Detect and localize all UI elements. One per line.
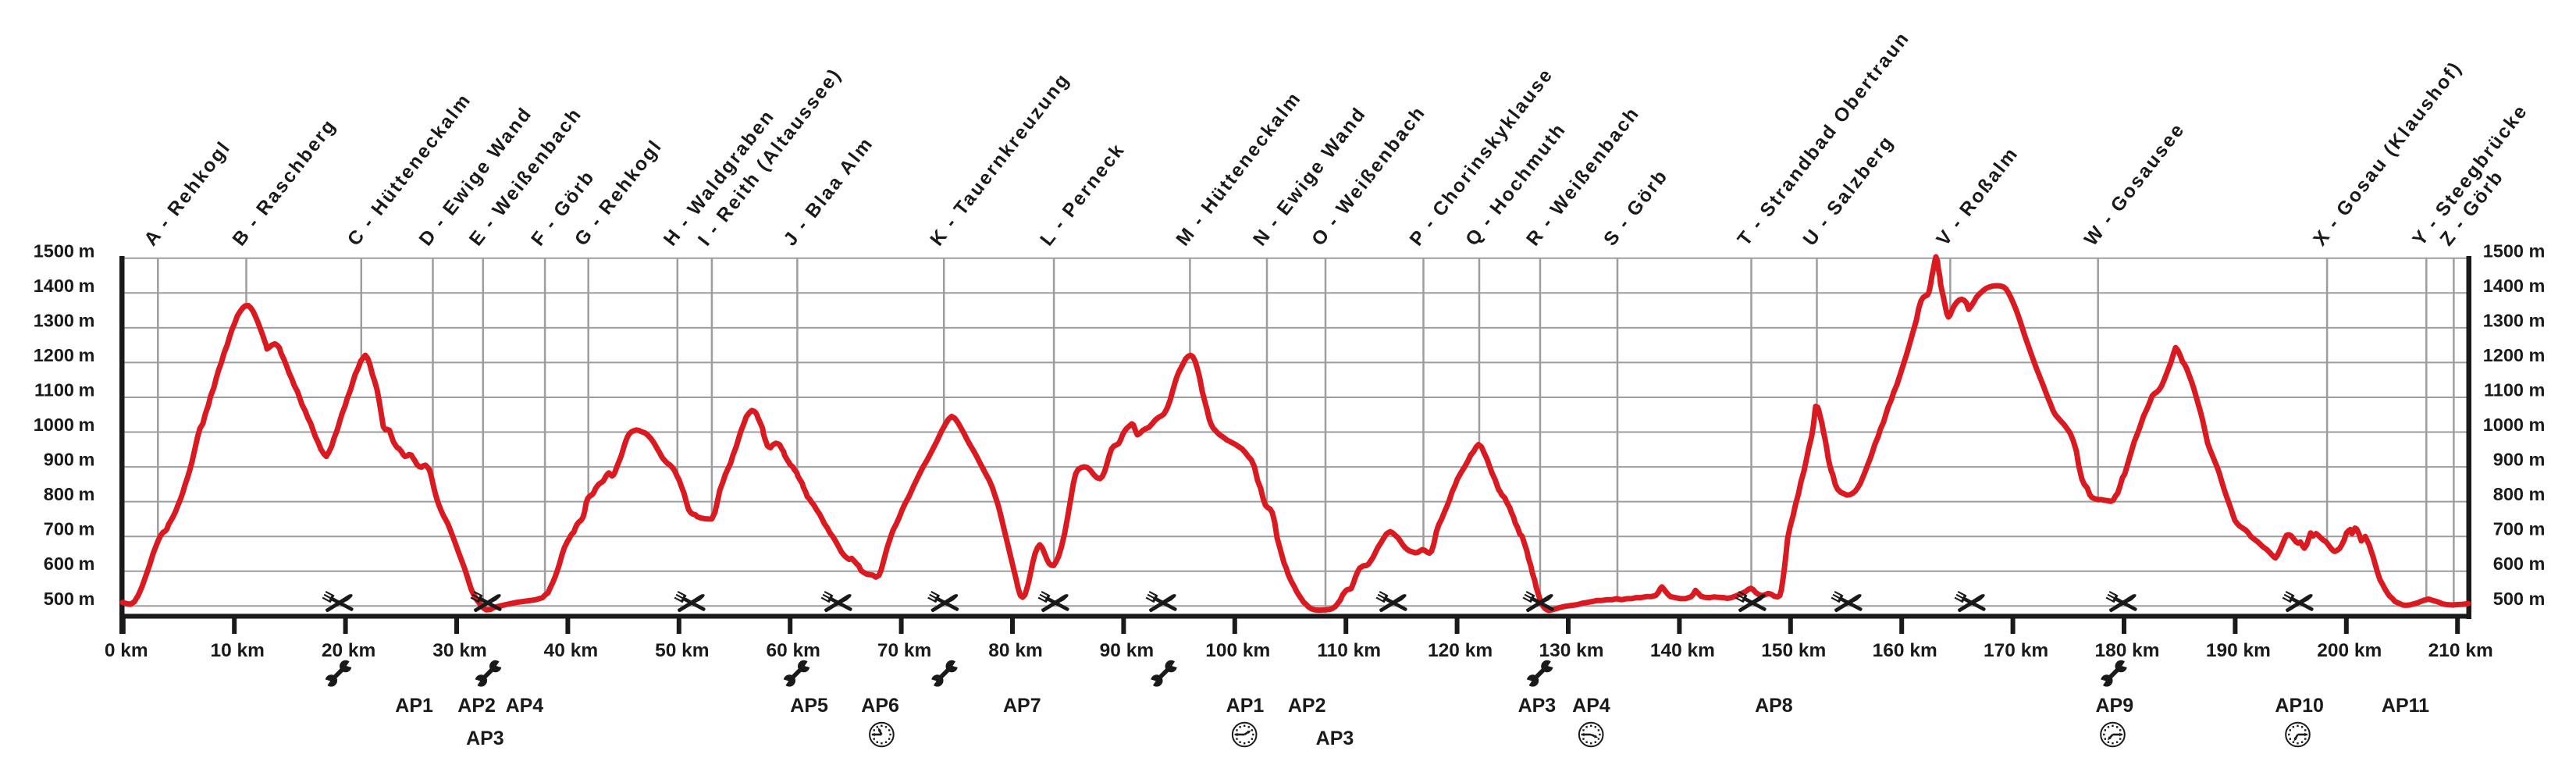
svg-text:m: m [2529, 380, 2546, 400]
svg-text:700: 700 [44, 519, 74, 539]
svg-text:M - Hütteneckalm: M - Hütteneckalm [1172, 87, 1306, 250]
svg-text:10 km: 10 km [210, 640, 264, 661]
svg-text:1300: 1300 [34, 310, 74, 330]
svg-text:150 km: 150 km [1761, 640, 1826, 661]
svg-text:50 km: 50 km [655, 640, 709, 661]
svg-text:210 km: 210 km [2428, 640, 2493, 661]
svg-text:m: m [79, 484, 95, 504]
svg-text:m: m [79, 345, 95, 365]
svg-text:800: 800 [2493, 484, 2524, 504]
svg-text:AP1: AP1 [1226, 695, 1265, 717]
svg-text:1400: 1400 [34, 276, 74, 296]
svg-text:m: m [79, 276, 95, 296]
svg-text:500: 500 [2493, 589, 2524, 609]
svg-text:900: 900 [2493, 450, 2524, 470]
svg-text:m: m [2529, 589, 2546, 609]
svg-text:800: 800 [44, 484, 74, 504]
svg-text:m: m [2529, 276, 2546, 296]
svg-text:m: m [2529, 484, 2546, 504]
svg-text:m: m [79, 553, 95, 574]
svg-text:700: 700 [2493, 519, 2524, 539]
svg-text:m: m [2529, 553, 2546, 574]
svg-text:Y - Steegbrücke: Y - Steegbrücke [2409, 100, 2532, 250]
svg-text:W - Gosausee: W - Gosausee [2080, 119, 2189, 250]
svg-text:V - Roßalm: V - Roßalm [1933, 143, 2023, 250]
svg-text:AP2: AP2 [457, 695, 496, 717]
svg-text:600: 600 [2493, 553, 2524, 574]
svg-text:900: 900 [44, 450, 74, 470]
svg-text:AP10: AP10 [2275, 695, 2324, 717]
svg-text:m: m [2529, 415, 2546, 435]
svg-text:m: m [2529, 450, 2546, 470]
svg-text:B - Raschberg: B - Raschberg [229, 115, 341, 250]
svg-text:C - Hütteneckalm: C - Hütteneckalm [343, 89, 475, 250]
svg-text:AP6: AP6 [861, 695, 899, 717]
svg-text:20 km: 20 km [322, 640, 375, 661]
svg-text:AP4: AP4 [506, 695, 544, 717]
svg-text:O - Weißenbach: O - Weißenbach [1308, 101, 1430, 250]
svg-text:0 km: 0 km [105, 640, 148, 661]
svg-text:180 km: 180 km [2094, 640, 2159, 661]
svg-text:110 km: 110 km [1317, 640, 1381, 661]
svg-text:AP8: AP8 [1755, 695, 1793, 717]
svg-text:160 km: 160 km [1873, 640, 1937, 661]
svg-text:AP11: AP11 [2382, 695, 2429, 717]
svg-text:m: m [79, 415, 95, 435]
svg-text:1000: 1000 [34, 415, 74, 435]
svg-text:m: m [2529, 345, 2546, 365]
svg-text:40 km: 40 km [544, 640, 598, 661]
svg-text:AP1: AP1 [395, 695, 433, 717]
svg-text:1200: 1200 [2483, 345, 2524, 365]
svg-text:600: 600 [44, 553, 74, 574]
svg-text:m: m [79, 450, 95, 470]
svg-text:AP3: AP3 [466, 728, 504, 749]
svg-text:70 km: 70 km [877, 640, 931, 661]
svg-text:190 km: 190 km [2206, 640, 2271, 661]
svg-text:90 km: 90 km [1100, 640, 1154, 661]
svg-text:1400: 1400 [2483, 276, 2524, 296]
svg-text:100 km: 100 km [1205, 640, 1270, 661]
svg-text:120 km: 120 km [1428, 640, 1493, 661]
svg-text:1300: 1300 [2483, 310, 2524, 330]
svg-text:200 km: 200 km [2317, 640, 2382, 661]
svg-text:AP4: AP4 [1572, 695, 1610, 717]
svg-text:AP7: AP7 [1003, 695, 1041, 717]
svg-text:AP5: AP5 [790, 695, 828, 717]
svg-text:170 km: 170 km [1984, 640, 2048, 661]
svg-text:m: m [79, 589, 95, 609]
svg-text:1200: 1200 [34, 345, 74, 365]
svg-text:AP9: AP9 [2095, 695, 2133, 717]
svg-text:m: m [79, 519, 95, 539]
svg-text:m: m [2529, 519, 2546, 539]
svg-text:L - Perneck: L - Perneck [1037, 139, 1130, 250]
svg-text:AP3: AP3 [1518, 695, 1557, 717]
svg-text:m: m [79, 380, 95, 400]
svg-text:1000: 1000 [2483, 415, 2524, 435]
svg-text:J - Blaa Alm: J - Blaa Alm [780, 133, 878, 250]
svg-text:I - Reith (Altaussee): I - Reith (Altaussee) [694, 64, 845, 250]
svg-text:140 km: 140 km [1650, 640, 1715, 661]
svg-text:m: m [2529, 310, 2546, 330]
svg-text:1100: 1100 [2484, 380, 2524, 400]
svg-text:130 km: 130 km [1539, 640, 1603, 661]
svg-text:m: m [2529, 240, 2546, 261]
svg-text:500: 500 [44, 589, 74, 609]
svg-text:S - Görb: S - Görb [1599, 165, 1672, 251]
svg-text:AP2: AP2 [1288, 695, 1326, 717]
svg-text:60 km: 60 km [766, 640, 820, 661]
svg-text:m: m [79, 240, 95, 261]
svg-text:1100: 1100 [34, 380, 74, 400]
svg-text:m: m [79, 310, 95, 330]
svg-text:A - Rehkogl: A - Rehkogl [141, 137, 235, 250]
svg-text:AP3: AP3 [1316, 728, 1354, 749]
svg-text:1500: 1500 [2483, 240, 2524, 261]
svg-text:1500: 1500 [34, 240, 74, 261]
svg-text:30 km: 30 km [432, 640, 486, 661]
svg-text:80 km: 80 km [988, 640, 1042, 661]
